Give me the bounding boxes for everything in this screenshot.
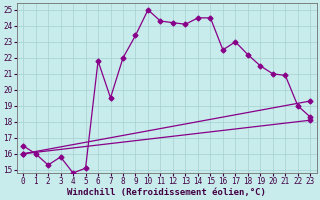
X-axis label: Windchill (Refroidissement éolien,°C): Windchill (Refroidissement éolien,°C) [67,188,266,197]
